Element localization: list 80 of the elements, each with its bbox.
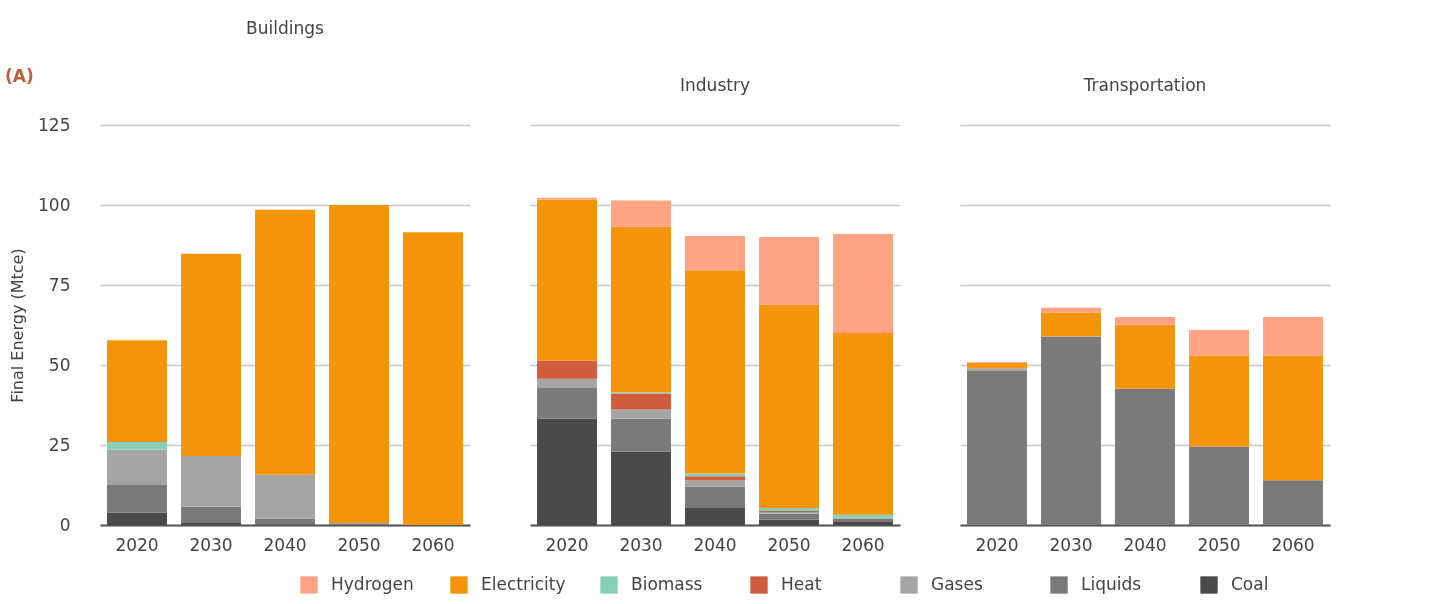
bar — [1041, 336, 1101, 525]
y-tick-label: 75 — [48, 274, 71, 295]
bar — [1263, 317, 1323, 356]
text: (A) — [5, 66, 34, 86]
legend-label: Hydrogen — [331, 574, 414, 594]
x-tick-label: 2050 — [337, 534, 381, 555]
bar — [759, 237, 819, 305]
bar — [611, 409, 671, 419]
bar — [611, 393, 671, 410]
y-tick-label: 100 — [38, 194, 71, 215]
bar — [255, 474, 315, 519]
bar — [685, 473, 745, 477]
bar — [685, 486, 745, 509]
bar — [1115, 388, 1175, 525]
bar — [759, 513, 819, 520]
legend-label: Gases — [931, 574, 983, 594]
bar — [255, 518, 315, 525]
bar — [1189, 355, 1249, 447]
x-tick-label: 2030 — [619, 534, 663, 555]
bar — [1263, 355, 1323, 481]
bar — [107, 449, 167, 485]
bar — [107, 485, 167, 513]
bar — [1115, 317, 1175, 325]
chart-title: Industry — [680, 75, 750, 95]
x-tick-label: 2060 — [841, 534, 885, 555]
bar — [107, 442, 167, 450]
bar — [611, 418, 671, 452]
y-tick-label: 25 — [48, 434, 71, 455]
legend-label: Liquids — [1081, 574, 1142, 594]
bar — [833, 333, 893, 515]
x-tick-label: 2040 — [693, 534, 737, 555]
bar — [967, 362, 1027, 369]
bar — [685, 270, 745, 474]
bar — [685, 476, 745, 481]
legend-label: Biomass — [631, 574, 703, 594]
bar — [685, 236, 745, 271]
bar — [759, 304, 819, 509]
bar — [1189, 330, 1249, 356]
bar — [537, 360, 597, 379]
bar — [537, 199, 597, 361]
x-tick-label: 2040 — [263, 534, 307, 555]
bar — [181, 506, 241, 524]
bar — [107, 340, 167, 443]
legend-label: Electricity — [481, 574, 566, 594]
y-tick-label: 50 — [48, 354, 71, 375]
x-tick-label: 2020 — [545, 534, 589, 555]
x-tick-label: 2020 — [115, 534, 159, 555]
bar — [537, 388, 597, 419]
bar — [403, 232, 463, 525]
bar — [255, 209, 315, 475]
bar — [967, 368, 1027, 372]
bar — [1263, 480, 1323, 525]
bar — [537, 378, 597, 389]
x-tick-label: 2050 — [1197, 534, 1241, 555]
bar — [611, 200, 671, 227]
bar — [1041, 312, 1101, 337]
chart-title: Transportation — [1082, 75, 1207, 95]
x-tick-label: 2050 — [767, 534, 811, 555]
legend-label: Coal — [1231, 574, 1269, 594]
x-tick-label: 2060 — [1271, 534, 1315, 555]
bar — [1115, 324, 1175, 389]
bar — [329, 205, 389, 524]
bar — [181, 455, 241, 507]
y-tick-label: 125 — [38, 114, 71, 135]
x-tick-label: 2030 — [189, 534, 233, 555]
bar — [181, 253, 241, 456]
bar — [1041, 307, 1101, 313]
bar — [833, 234, 893, 333]
y-axis-title: Final Energy (Mtce) — [8, 248, 28, 403]
legend-label: Heat — [781, 574, 822, 594]
bar — [685, 480, 745, 487]
x-tick-label: 2020 — [975, 534, 1019, 555]
chart-title: Buildings — [246, 18, 325, 38]
bar — [967, 371, 1027, 525]
y-tick-label: 0 — [59, 514, 71, 535]
x-tick-label: 2060 — [411, 534, 455, 555]
x-tick-label: 2030 — [1049, 534, 1093, 555]
bar — [611, 226, 671, 393]
bar — [1189, 446, 1249, 525]
x-tick-label: 2040 — [1123, 534, 1167, 555]
